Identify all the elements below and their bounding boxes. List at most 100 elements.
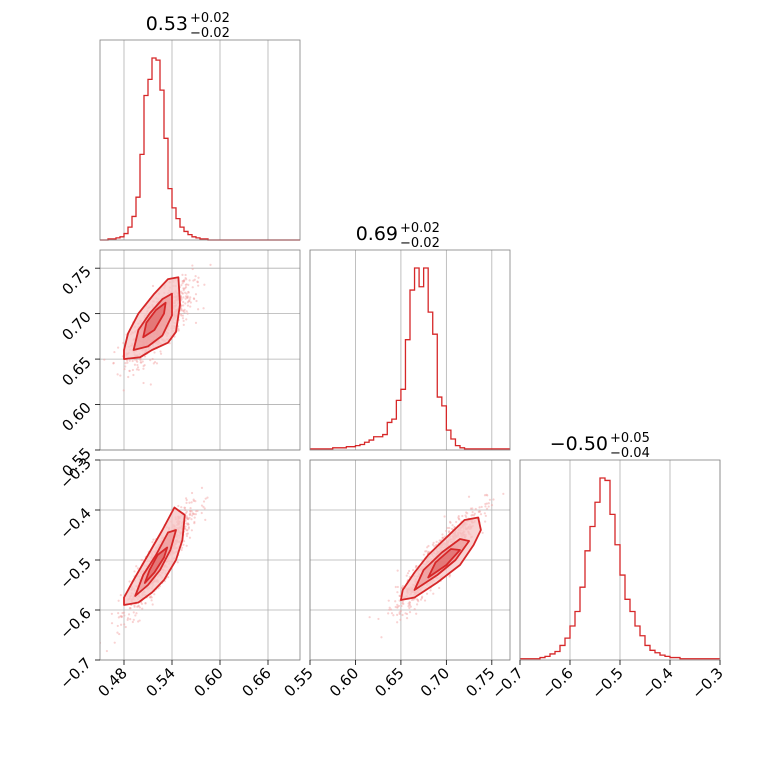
scatter-point	[396, 621, 399, 624]
title-upper: +0.05	[610, 431, 650, 446]
scatter-point	[189, 301, 192, 304]
scatter-point	[151, 357, 154, 361]
scatter-point	[396, 585, 399, 589]
scatter-point	[414, 566, 417, 569]
scatter-point	[181, 314, 185, 317]
scatter-point	[481, 531, 484, 534]
scatter-point	[155, 362, 159, 365]
scatter-point	[124, 625, 127, 629]
scatter-point	[415, 612, 418, 615]
scatter-point	[429, 589, 432, 592]
scatter-points-1	[100, 486, 209, 653]
scatter-point	[438, 586, 441, 590]
scatter-point	[188, 298, 191, 301]
scatter-point	[448, 575, 451, 578]
scatter-point	[126, 618, 129, 621]
scatter-point	[408, 606, 411, 610]
scatter-point	[138, 606, 141, 609]
diag-title-2: −0.50 +0.05−0.04	[550, 431, 650, 461]
scatter-point	[194, 513, 197, 516]
scatter-point	[487, 502, 490, 505]
scatter-point	[180, 548, 183, 552]
scatter-point	[190, 491, 194, 495]
scatter-point	[406, 572, 410, 575]
scatter-point	[186, 517, 189, 521]
scatter-point	[186, 304, 190, 307]
contour-level-2	[142, 301, 167, 339]
scatter-point	[142, 381, 145, 385]
scatter-point	[183, 311, 186, 314]
scatter-point	[136, 363, 139, 367]
scatter-point	[136, 366, 140, 369]
scatter-point	[185, 534, 189, 538]
scatter-point	[186, 301, 190, 304]
scatter-point	[401, 584, 404, 588]
scatter-point	[433, 545, 436, 548]
scatter-point	[125, 359, 129, 362]
scatter-point	[191, 264, 194, 267]
scatter-point	[182, 304, 185, 307]
scatter-point	[392, 614, 395, 617]
scatter-point	[194, 321, 198, 324]
scatter-point	[405, 574, 408, 577]
scatter-point	[194, 275, 197, 278]
scatter-point	[187, 523, 190, 526]
scatter-point	[407, 605, 410, 608]
scatter-point	[478, 510, 482, 513]
x-tick-label: 0.55	[280, 664, 316, 700]
scatter-point	[432, 592, 435, 595]
x-tick-label: 0.70	[417, 664, 453, 700]
scatter-point	[408, 569, 411, 573]
scatter-point	[189, 506, 192, 510]
scatter-point	[185, 532, 188, 536]
scatter-point	[113, 641, 116, 644]
contour-level-2	[427, 548, 461, 579]
scatter-point	[206, 496, 209, 499]
scatter-point	[419, 598, 423, 601]
scatter-point	[151, 541, 154, 544]
scatter-point	[396, 606, 399, 609]
scatter-point	[182, 319, 185, 323]
scatter-point	[123, 623, 126, 626]
x-tick-label: −0.4	[638, 664, 676, 702]
y-tick-label: 0.70	[58, 308, 94, 344]
scatter-point	[119, 593, 122, 597]
scatter-point	[143, 364, 146, 367]
scatter-point	[432, 541, 435, 544]
scatter-point	[184, 283, 187, 287]
scatter-point	[200, 511, 203, 515]
scatter-point	[465, 515, 468, 518]
scatter-point	[425, 592, 429, 595]
scatter-point	[186, 312, 189, 315]
scatter-point	[189, 296, 192, 299]
scatter-point	[187, 283, 190, 286]
scatter-point	[191, 514, 194, 517]
scatter-point	[134, 614, 137, 617]
title-median: 0.53	[146, 13, 188, 35]
scatter-point	[413, 608, 416, 611]
scatter-point	[185, 522, 188, 525]
contour-level-2	[143, 546, 169, 584]
scatter-point	[388, 606, 391, 609]
scatter-point	[116, 373, 119, 376]
scatter-point	[128, 359, 131, 362]
scatter-point	[116, 631, 119, 634]
scatter-point	[421, 595, 424, 598]
scatter-point	[427, 544, 430, 548]
scatter-point	[415, 598, 419, 601]
x-tick-label: 0.48	[94, 664, 130, 700]
scatter-point	[188, 513, 191, 516]
hist-step-0	[100, 57, 300, 241]
scatter-point	[485, 507, 489, 510]
scatter-point	[450, 527, 454, 530]
scatter-point	[122, 341, 125, 345]
scatter-point	[412, 569, 415, 572]
scatter-point	[182, 300, 185, 304]
scatter-point	[448, 526, 451, 530]
scatter-point	[168, 342, 171, 345]
scatter-point	[200, 486, 204, 489]
hist-frame-1	[309, 249, 511, 451]
scatter-point	[182, 289, 185, 292]
scatter-point	[182, 287, 185, 290]
scatter-point	[397, 604, 401, 608]
